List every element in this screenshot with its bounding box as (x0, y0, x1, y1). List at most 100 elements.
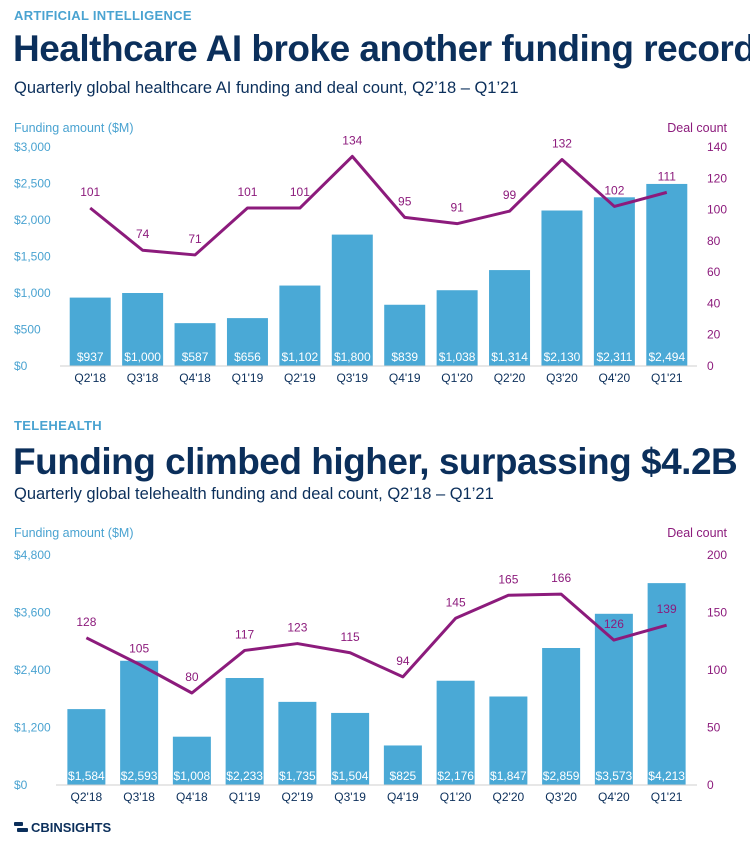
x-tick-label: Q1'20 (440, 790, 472, 804)
x-tick-label: Q3'19 (336, 371, 368, 385)
bar (646, 183, 688, 366)
deal-count-label: 115 (341, 630, 360, 644)
y-axis-label: Funding amount ($M) (14, 526, 134, 540)
deal-count-label: 166 (551, 571, 571, 585)
y-tick-label: $2,000 (14, 213, 51, 227)
subhead-telehealth: Quarterly global telehealth funding and … (14, 485, 494, 503)
bar (331, 712, 370, 785)
bar (542, 648, 581, 785)
bar (436, 680, 475, 785)
deal-count-line (85, 592, 668, 695)
deal-count-label: 74 (136, 227, 150, 241)
y2-tick-label: 50 (707, 721, 721, 735)
bar-value-label: $1,038 (439, 350, 476, 364)
bar (383, 745, 422, 785)
y2-tick-label: 20 (707, 328, 721, 342)
cbinsights-logo: CBINSIGHTS (14, 820, 111, 835)
deal-count-label: 134 (342, 133, 362, 147)
bar (647, 583, 686, 785)
x-tick-label: Q1'20 (441, 371, 473, 385)
deal-count-label: 91 (450, 201, 464, 215)
bar (593, 197, 635, 366)
x-tick-label: Q4'18 (176, 790, 208, 804)
y-tick-label: $1,000 (14, 286, 51, 300)
x-tick-label: Q3'19 (334, 790, 366, 804)
y2-tick-label: 60 (707, 265, 721, 279)
y2-tick-label: 100 (707, 663, 727, 677)
bar (384, 304, 426, 366)
bar (541, 210, 583, 366)
y2-tick-label: 120 (707, 171, 727, 185)
y2-tick-label: 200 (707, 548, 727, 562)
bar-value-label: $2,859 (543, 769, 580, 783)
section-tag-telehealth: TELEHEALTH (14, 418, 102, 433)
y2-axis-label: Deal count (667, 526, 727, 540)
y-tick-label: $0 (14, 359, 28, 373)
bar-value-label: $1,000 (124, 350, 161, 364)
bar-value-label: $2,593 (121, 769, 158, 783)
y-tick-label: $3,000 (14, 140, 51, 154)
bar-value-label: $1,800 (334, 350, 371, 364)
x-tick-label: Q2'18 (71, 790, 103, 804)
x-tick-label: Q4'18 (179, 371, 211, 385)
x-tick-label: Q3'20 (546, 371, 578, 385)
x-tick-label: Q2'18 (74, 371, 106, 385)
x-tick-label: Q1'21 (651, 790, 683, 804)
bar (436, 290, 478, 366)
deal-count-label: 105 (129, 641, 149, 655)
x-tick-label: Q1'19 (229, 790, 261, 804)
y-axis-label: Funding amount ($M) (14, 121, 134, 135)
bar-value-label: $2,494 (648, 350, 685, 364)
deal-count-label: 101 (237, 185, 257, 199)
bar-value-label: $2,311 (596, 350, 632, 364)
bar (174, 323, 216, 366)
x-tick-label: Q4'20 (599, 371, 631, 385)
deal-count-label: 128 (76, 615, 96, 629)
bar-value-label: $1,504 (332, 769, 369, 783)
x-tick-label: Q1'19 (232, 371, 264, 385)
bar-value-label: $2,130 (544, 350, 581, 364)
deal-count-label: 126 (604, 617, 624, 631)
y-tick-label: $2,500 (14, 177, 51, 191)
deal-count-label: 117 (235, 627, 254, 641)
y-tick-label: $1,200 (14, 721, 51, 735)
y2-tick-label: 0 (707, 359, 714, 373)
y2-axis-label: Deal count (667, 121, 727, 135)
deal-count-label: 111 (658, 169, 677, 183)
bar-value-label: $1,008 (174, 769, 211, 783)
deal-count-label: 95 (398, 194, 412, 208)
bar (278, 701, 317, 785)
x-tick-label: Q2'20 (493, 790, 525, 804)
y-tick-label: $500 (14, 323, 41, 337)
section-tag-ai: ARTIFICIAL INTELLIGENCE (14, 8, 192, 23)
deal-count-label: 132 (552, 137, 572, 151)
deal-count-label: 80 (185, 670, 199, 684)
y2-tick-label: 0 (707, 778, 714, 792)
bar-value-label: $587 (182, 350, 209, 364)
x-tick-label: Q2'19 (282, 790, 314, 804)
y-tick-label: $0 (14, 778, 28, 792)
y2-tick-label: 40 (707, 296, 721, 310)
deal-count-label: 101 (80, 185, 100, 199)
bar-value-label: $4,213 (648, 769, 685, 783)
deal-count-line (89, 154, 668, 257)
bar-value-label: $2,176 (437, 769, 474, 783)
bar-value-label: $1,584 (68, 769, 105, 783)
y-tick-label: $4,800 (14, 548, 51, 562)
bar (226, 318, 268, 366)
bar-value-label: $2,233 (226, 769, 263, 783)
bar-value-label: $825 (390, 769, 417, 783)
y-tick-label: $3,600 (14, 606, 51, 620)
chart-healthcare-ai: Funding amount ($M) Deal count $0 $500 $1,00… (14, 121, 728, 385)
chart-telehealth: Funding amount ($M) Deal count $0 $1,200 $2,… (14, 526, 728, 804)
deal-count-label: 123 (287, 621, 307, 635)
y2-tick-label: 80 (707, 234, 721, 248)
bar (67, 709, 106, 785)
x-tick-label: Q4'19 (387, 790, 419, 804)
bar-value-label: $1,102 (282, 350, 319, 364)
deal-count-label: 145 (446, 595, 466, 609)
deal-count-label: 139 (657, 602, 677, 616)
logo-text: CBINSIGHTS (31, 820, 112, 835)
deal-count-label: 101 (290, 185, 310, 199)
y-tick-label: $2,400 (14, 663, 51, 677)
